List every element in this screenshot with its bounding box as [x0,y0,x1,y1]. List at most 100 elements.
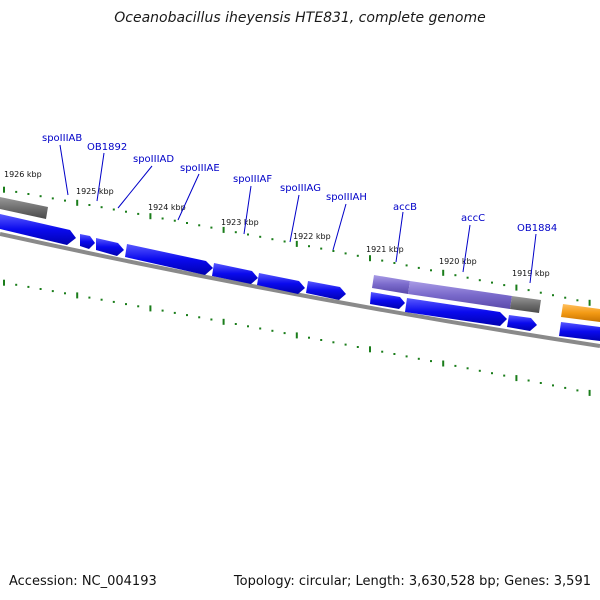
kbp-label-1920: 1920 kbp [439,257,477,266]
minor-tick [39,195,42,198]
minor-tick [173,219,176,222]
minor-tick [27,193,30,195]
cds-gene [370,292,405,309]
cds-gene [405,298,507,326]
map-title: Oceanobacillus iheyensis HTE831, complet… [114,10,486,26]
kbp-label-1925: 1925 kbp [76,187,114,196]
major-tick [76,199,79,206]
major-tick [515,375,518,382]
genome-backbone [0,232,600,348]
minor-tick [247,325,249,328]
kbp-label-1923: 1923 kbp [221,218,259,227]
cds-gene [257,273,305,294]
genome-summary-text: Topology: circular; Length: 3,630,528 bp… [233,574,591,589]
minor-tick [210,318,213,321]
major-tick [149,305,152,312]
minor-tick [51,197,54,200]
minor-tick [491,281,493,284]
minor-tick [39,288,42,290]
minor-tick [405,264,408,267]
minor-tick [539,382,542,384]
accB-gene [372,275,410,294]
minor-tick [112,208,115,211]
minor-tick [393,262,396,264]
minor-tick [247,233,249,236]
cds-gene [306,281,346,300]
minor-tick [466,276,469,279]
minor-tick [344,343,347,346]
major-tick [295,240,298,247]
minor-tick [186,314,188,317]
minor-tick [88,296,91,299]
minor-tick [564,296,567,299]
gene-label-spoIIIAG: spoIIIAG [280,183,321,194]
minor-tick [15,283,18,286]
minor-tick [125,210,127,213]
minor-tick [198,224,201,227]
minor-tick [417,357,420,360]
minor-tick [332,250,335,252]
kbp-label-1922: 1922 kbp [293,232,331,241]
minor-tick [51,290,54,293]
gene-label-spoIIIAB: spoIIIAB [42,133,82,144]
minor-tick [381,259,384,262]
minor-tick [125,303,127,306]
gene-label-spoIIIAE: spoIIIAE [180,163,220,174]
gene-label-spoIIIAF: spoIIIAF [233,174,272,185]
minor-tick [198,316,201,319]
cds-gene [125,244,213,275]
minor-tick [527,379,530,382]
accC-gene [408,281,512,309]
major-tick [3,279,5,286]
major-tick [515,284,518,291]
minor-tick [100,206,103,209]
gene-label-accC: accC [461,213,485,224]
minor-tick [539,291,542,294]
minor-tick [161,309,164,312]
minor-tick [430,360,432,363]
minor-tick [308,245,310,248]
cds-gene [96,238,124,256]
minor-tick [576,389,579,392]
gene-label-accB: accB [393,202,417,213]
major-tick [369,255,371,262]
minor-tick [64,292,66,295]
minor-tick [234,231,237,234]
minor-tick [454,274,457,277]
minor-tick [112,300,115,303]
minor-tick [137,212,140,215]
minor-tick [478,279,481,282]
gray-gene-left [0,197,48,219]
gene-leader-lines [59,144,537,284]
minor-tick [271,238,274,241]
minor-tick [454,364,457,367]
minor-tick [527,289,530,292]
minor-tick [308,336,310,339]
minor-tick [332,341,335,344]
OB1884-gene [510,296,541,313]
cds-gene [507,315,537,331]
minor-tick [503,284,506,287]
cds-gene [212,263,258,284]
minor-tick [283,332,286,335]
cds-gene [559,322,600,341]
minor-tick [552,294,554,297]
cds-gene [80,234,95,249]
minor-tick [417,266,420,269]
minor-tick [564,386,567,389]
major-tick [588,299,591,306]
minor-tick [64,199,66,202]
forward-cds-track [0,214,600,341]
minor-tick [137,305,140,308]
minor-tick [27,285,30,288]
gene-label-spoIIIAH: spoIIIAH [326,192,367,203]
minor-tick [344,252,347,255]
minor-tick [161,217,164,220]
minor-tick [503,374,506,377]
minor-tick [259,327,262,330]
kbp-label-1926: 1926 kbp [4,170,42,179]
minor-tick [356,346,359,348]
kbp-label-1924: 1924 kbp [148,203,186,212]
major-tick [295,332,298,339]
